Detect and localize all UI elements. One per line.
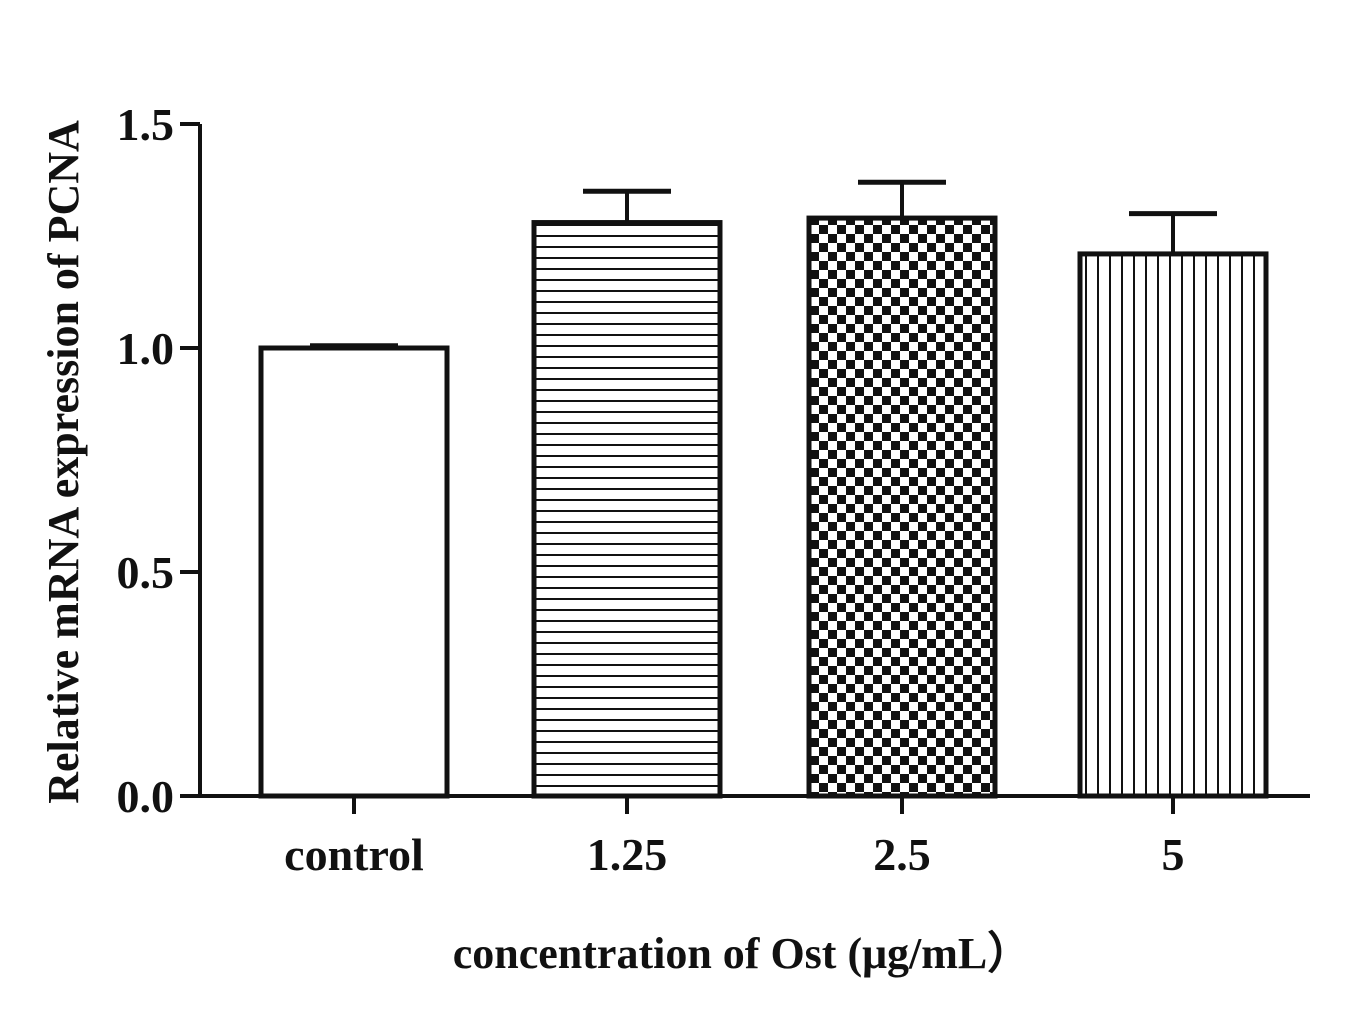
y-axis-title: Relative mRNA expression of PCNA <box>39 120 88 804</box>
y-tick-label: 0.0 <box>117 771 175 822</box>
y-tick-label: 1.5 <box>117 99 175 150</box>
y-tick-label: 1.0 <box>117 323 175 374</box>
x-category-label: 1.25 <box>587 829 668 880</box>
bar-1.25 <box>531 220 723 799</box>
x-axis-title: concentration of Ost (μg/mL） <box>453 929 1032 978</box>
bar-2.5 <box>806 215 998 799</box>
bar-control <box>258 345 450 799</box>
y-tick-label: 0.5 <box>117 547 175 598</box>
bars <box>258 179 1269 799</box>
x-category-label: 2.5 <box>873 829 931 880</box>
bar-5 <box>1077 251 1269 799</box>
x-category-label: control <box>284 829 424 880</box>
labels: Relative mRNA expression of PCNA concent… <box>39 99 1185 978</box>
x-category-label: 5 <box>1162 829 1185 880</box>
